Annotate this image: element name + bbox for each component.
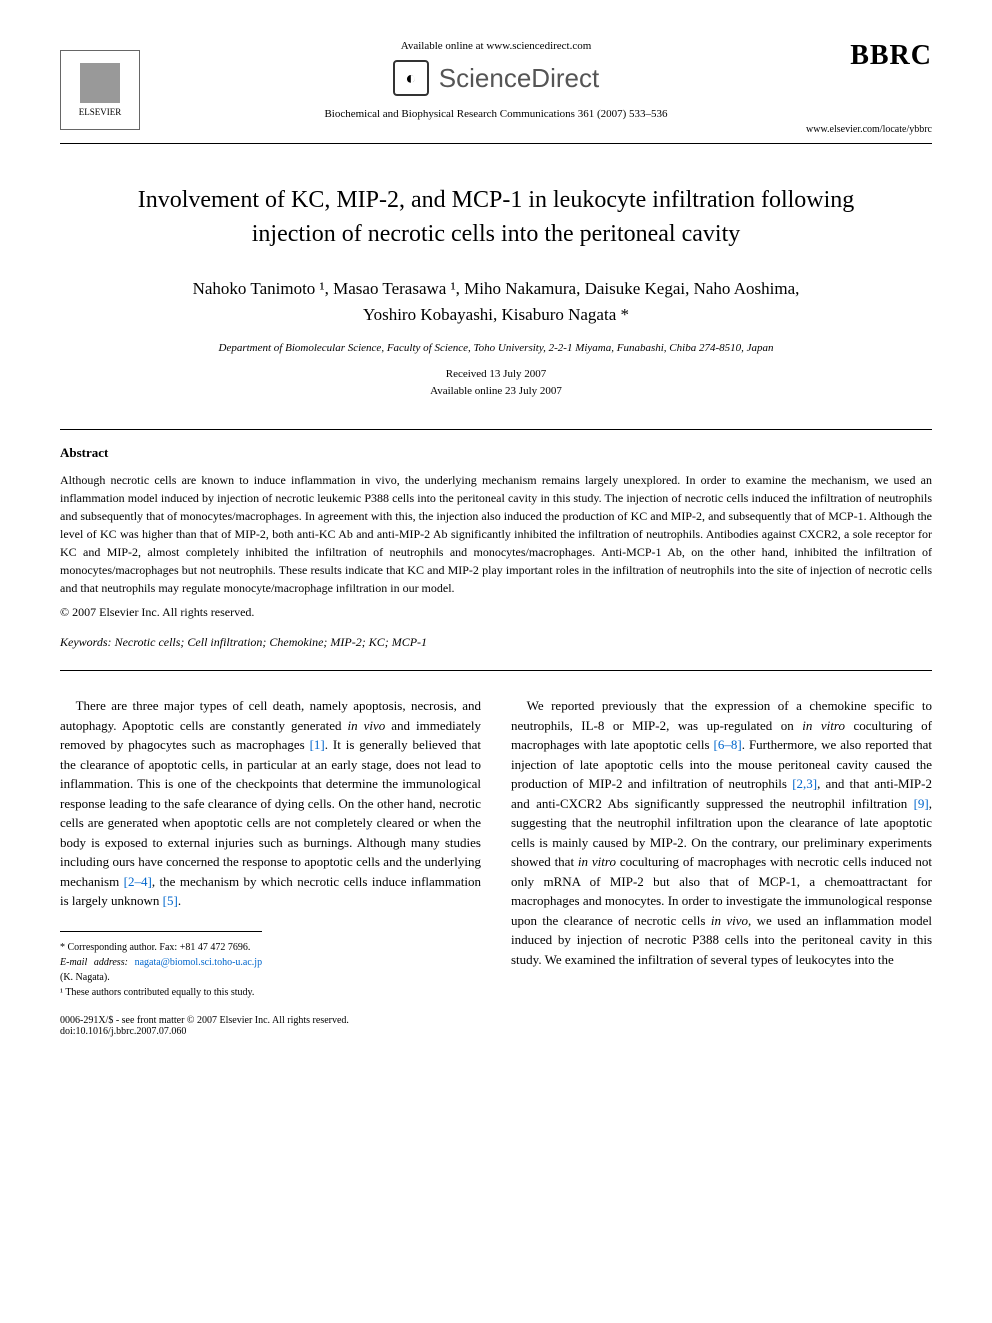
ref-link-2-3[interactable]: [2,3] <box>792 776 817 791</box>
ref-link-9[interactable]: [9] <box>914 796 929 811</box>
journal-url: www.elsevier.com/locate/ybbrc <box>60 124 932 135</box>
column-left: There are three major types of cell deat… <box>60 696 481 1000</box>
body-para-2: We reported previously that the expressi… <box>511 696 932 969</box>
body-text-2d: , suggesting that the neutrophil infiltr… <box>511 796 932 967</box>
header-divider <box>60 143 932 144</box>
body-text-1b: . It is generally believed that the clea… <box>60 737 481 889</box>
column-right: We reported previously that the expressi… <box>511 696 932 1000</box>
email-line: E-mail address: nagata@biomol.sci.toho-u… <box>60 955 262 985</box>
journal-reference: Biochemical and Biophysical Research Com… <box>60 108 932 120</box>
article-title: Involvement of KC, MIP-2, and MCP-1 in l… <box>100 184 892 251</box>
elsevier-tree-icon <box>80 63 120 103</box>
keywords-label: Keywords: <box>60 635 112 649</box>
body-para-1: There are three major types of cell deat… <box>60 696 481 911</box>
email-person: (K. Nagata). <box>60 972 110 983</box>
equal-contribution-note: ¹ These authors contributed equally to t… <box>60 985 262 1000</box>
page-footer: 0006-291X/$ - see front matter © 2007 El… <box>60 1015 932 1037</box>
article-dates: Received 13 July 2007 Available online 2… <box>60 366 932 399</box>
abstract-top-rule <box>60 429 932 430</box>
sciencedirect-text: ScienceDirect <box>439 63 599 94</box>
authors-block: Nahoko Tanimoto ¹, Masao Terasawa ¹, Mih… <box>60 276 932 327</box>
abstract-text: Although necrotic cells are known to ind… <box>60 471 932 597</box>
sciencedirect-icon: ◐ <box>393 60 429 96</box>
online-date: Available online 23 July 2007 <box>60 383 932 400</box>
ref-link-2-4[interactable]: [2–4] <box>124 874 152 889</box>
authors-line-1: Nahoko Tanimoto ¹, Masao Terasawa ¹, Mih… <box>60 276 932 302</box>
sciencedirect-brand: ◐ ScienceDirect <box>60 60 932 96</box>
abstract-bottom-rule <box>60 670 932 671</box>
corresponding-author-note: * Corresponding author. Fax: +81 47 472 … <box>60 940 262 955</box>
abstract-heading: Abstract <box>60 445 932 461</box>
ref-link-1[interactable]: [1] <box>310 737 325 752</box>
doi-line: doi:10.1016/j.bbrc.2007.07.060 <box>60 1026 349 1037</box>
journal-brand-box: BBRC <box>812 40 932 72</box>
issn-line: 0006-291X/$ - see front matter © 2007 El… <box>60 1015 349 1026</box>
footer-left: 0006-291X/$ - see front matter © 2007 El… <box>60 1015 349 1037</box>
footnotes: * Corresponding author. Fax: +81 47 472 … <box>60 931 262 1000</box>
available-online-text: Available online at www.sciencedirect.co… <box>60 40 932 52</box>
elsevier-logo: ELSEVIER <box>60 50 140 130</box>
email-label: E-mail address: <box>60 957 128 968</box>
elsevier-label: ELSEVIER <box>79 107 122 117</box>
authors-line-2: Yoshiro Kobayashi, Kisaburo Nagata * <box>60 302 932 328</box>
body-text-1d: . <box>178 893 181 908</box>
bbrc-title: BBRC <box>812 40 932 72</box>
keywords-line: Keywords: Necrotic cells; Cell infiltrat… <box>60 635 932 650</box>
abstract-copyright: © 2007 Elsevier Inc. All rights reserved… <box>60 605 932 620</box>
body-columns: There are three major types of cell deat… <box>60 696 932 1000</box>
keywords-text: Necrotic cells; Cell infiltration; Chemo… <box>115 635 428 649</box>
page-header: ELSEVIER BBRC Available online at www.sc… <box>60 40 932 144</box>
ref-link-6-8[interactable]: [6–8] <box>714 737 742 752</box>
email-address[interactable]: nagata@biomol.sci.toho-u.ac.jp <box>135 957 263 968</box>
ref-link-5[interactable]: [5] <box>163 893 178 908</box>
affiliation: Department of Biomolecular Science, Facu… <box>60 342 932 354</box>
received-date: Received 13 July 2007 <box>60 366 932 383</box>
